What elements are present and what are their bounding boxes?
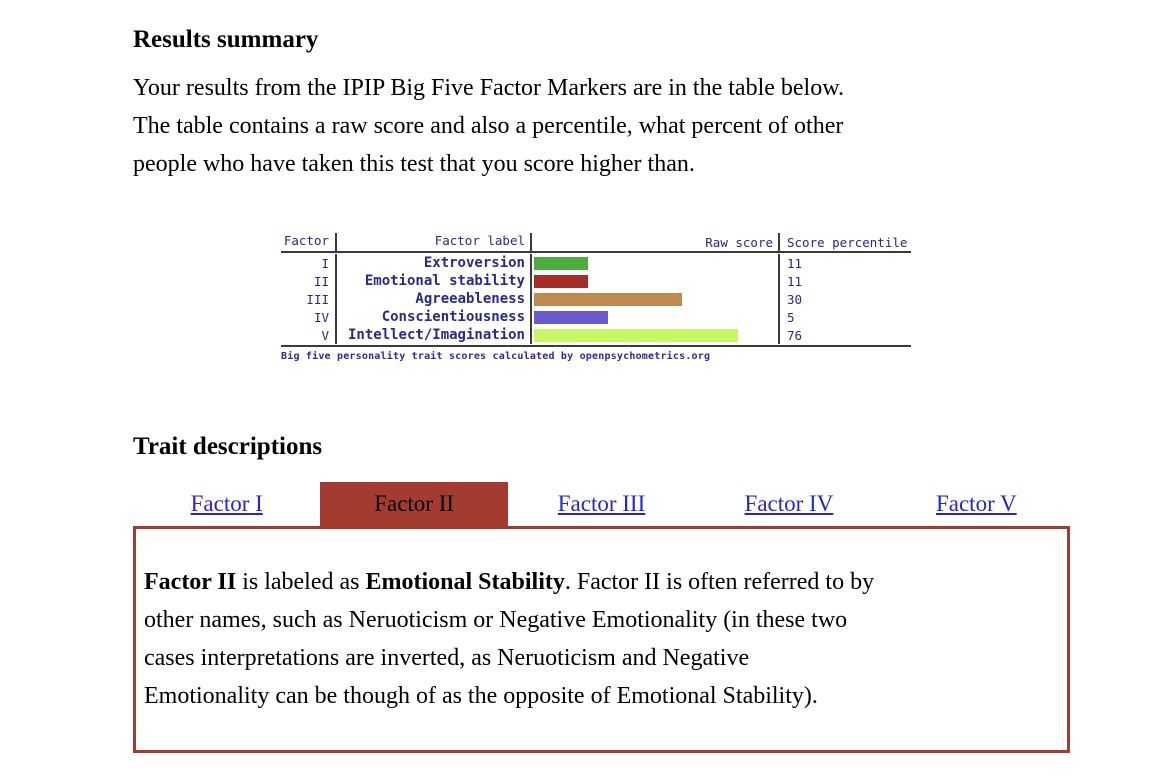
factor-label: Emotional stability <box>337 272 532 290</box>
factor-label: Agreeableness <box>337 290 532 308</box>
page-content: Results summary Your results from the IP… <box>133 0 1070 753</box>
factor-numeral: V <box>281 326 337 344</box>
chart-row-agreeableness: III Agreeableness 30 <box>281 290 911 308</box>
raw-score-bar <box>534 274 589 288</box>
tab-label: Factor III <box>557 491 646 516</box>
chart-col-score-percentile: Score percentile <box>787 234 908 250</box>
factor-name-bold: Factor II <box>144 569 237 595</box>
chart-col-raw-score: Raw score <box>532 233 780 251</box>
factor-numeral: II <box>281 272 337 290</box>
percentile-value: 11 <box>787 273 803 289</box>
percentile-value: 5 <box>787 309 795 325</box>
percentile-value: 11 <box>787 255 803 271</box>
percentile-value: 76 <box>787 327 803 343</box>
factor-label: Extroversion <box>337 254 532 272</box>
tab-label: Factor IV <box>744 491 834 516</box>
tab-factor-iv[interactable]: Factor IV <box>695 482 882 526</box>
factor-tabs: Factor I Factor II Factor III Factor IV … <box>133 482 1070 526</box>
factor-label: Intellect/Imagination <box>337 326 532 344</box>
big-five-score-chart: Factor Factor label Raw score Score perc… <box>281 233 911 362</box>
chart-header-row: Factor Factor label Raw score Score perc… <box>281 233 911 253</box>
chart-row-intellect-imagination: V Intellect/Imagination 76 <box>281 326 911 344</box>
chart-col-factor: Factor <box>281 233 337 251</box>
results-summary-heading: Results summary <box>133 26 319 53</box>
factor-description-text: Factor II is labeled as Emotional Stabil… <box>144 569 875 709</box>
raw-score-bar <box>534 310 608 324</box>
factor-numeral: IV <box>281 308 337 326</box>
factor-description-box: Factor II is labeled as Emotional Stabil… <box>133 526 1070 753</box>
factor-numeral: I <box>281 254 337 272</box>
tab-factor-ii[interactable]: Factor II <box>320 482 508 526</box>
chart-caption: Big five personality trait scores calcul… <box>281 351 711 362</box>
intro-paragraph: Your results from the IPIP Big Five Fact… <box>133 75 844 177</box>
chart-row-conscientiousness: IV Conscientiousness 5 <box>281 308 911 326</box>
factor-numeral: III <box>281 290 337 308</box>
raw-score-bar <box>534 292 682 306</box>
tab-factor-v[interactable]: Factor V <box>883 482 1070 526</box>
raw-score-bar <box>534 328 739 342</box>
percentile-value: 30 <box>787 291 803 307</box>
chart-row-emotional-stability: II Emotional stability 11 <box>281 272 911 290</box>
tab-factor-iii[interactable]: Factor III <box>508 482 695 526</box>
factor-label: Conscientiousness <box>337 308 532 326</box>
raw-score-bar <box>534 256 589 270</box>
chart-body: I Extroversion 11 II Emotional stability… <box>281 253 911 347</box>
factor-trait-bold: Emotional Stability <box>365 569 565 595</box>
tab-factor-i[interactable]: Factor I <box>133 482 320 526</box>
chart-row-extroversion: I Extroversion 11 <box>281 254 911 272</box>
tab-label: Factor V <box>935 491 1017 516</box>
chart-col-factor-label: Factor label <box>337 233 532 251</box>
trait-descriptions-heading: Trait descriptions <box>133 433 323 460</box>
tab-label: Factor II <box>374 491 455 516</box>
tab-label: Factor I <box>190 491 263 516</box>
